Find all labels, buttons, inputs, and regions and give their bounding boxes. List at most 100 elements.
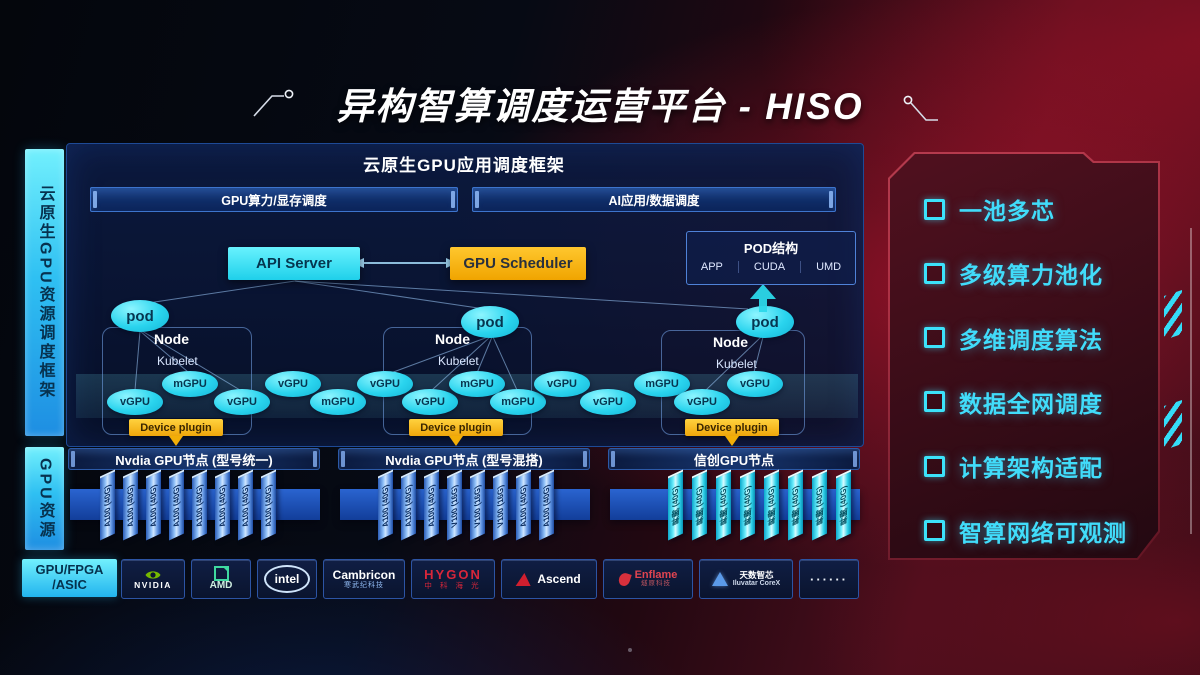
gpu-slice-ellipse[interactable]: vGPU xyxy=(580,389,636,415)
gpu-slice-ellipse[interactable]: vGPU xyxy=(107,389,163,415)
hardware-types-label: GPU/FPGA /ASIC xyxy=(22,559,117,597)
vendor-hygon-name: HYGON xyxy=(424,567,482,583)
feature-checkbox-icon xyxy=(924,327,945,349)
node-label-3: Node xyxy=(713,334,748,350)
vendor-enflame-subtitle: 燧原科技 xyxy=(640,580,671,588)
footer-dot-decor xyxy=(628,648,632,652)
pod-struct-box: POD结构 APP CUDA UMD xyxy=(686,231,856,285)
device-plugin-3[interactable]: Device plugin xyxy=(685,419,779,436)
feature-checkbox-icon xyxy=(924,262,945,284)
amd-arrow-icon xyxy=(213,566,229,582)
vendor-nvidia-name: NVIDIA xyxy=(134,579,172,590)
page-title: 异构智算调度运营平台 - HISO xyxy=(336,86,864,127)
pod-ellipse-1[interactable]: pod xyxy=(111,300,169,332)
hazard-stripe-decor-top xyxy=(1164,290,1182,340)
pod-ellipse-2[interactable]: pod xyxy=(461,306,519,338)
feature-item-6: 智算网络可观测 xyxy=(924,517,1127,546)
feature-label: 数据全网调度 xyxy=(959,390,1103,417)
node-label-2: Node xyxy=(435,331,470,347)
gpu-slice-ellipse[interactable]: vGPU xyxy=(402,389,458,415)
intel-oval-logo: intel xyxy=(264,565,310,593)
gpu-group-header-2: Nvdia GPU节点 (型号混搭) xyxy=(338,448,590,470)
feature-item-1: 一池多芯 xyxy=(924,195,1055,224)
feature-checkbox-icon xyxy=(924,391,945,413)
device-plugin-arrow-1 xyxy=(169,436,183,446)
rail-bottom-label: GPU资源 xyxy=(36,457,54,540)
vendor-iluvatar-subtitle: Iluvatar CoreX xyxy=(732,579,781,587)
edge-line-decor xyxy=(1190,228,1192,534)
device-plugin-arrow-2 xyxy=(449,436,463,446)
pod-up-arrow xyxy=(750,284,776,312)
hazard-stripe-decor-bottom xyxy=(1164,400,1182,450)
vendor-hygon-subtitle: 中 科 海 光 xyxy=(424,580,482,590)
iluvatar-triangle-icon xyxy=(711,572,728,586)
vendor-cambricon-tile: Cambricon 寒武纪科技 xyxy=(323,559,405,599)
feature-item-3: 多维调度算法 xyxy=(924,324,1103,353)
vendor-ascend-tile: Ascend xyxy=(501,559,597,599)
feature-checkbox-icon xyxy=(924,455,945,477)
gpu-slice-ellipse[interactable]: mGPU xyxy=(490,389,546,415)
feature-label: 多维调度算法 xyxy=(959,326,1103,353)
api-server-box[interactable]: API Server xyxy=(228,247,360,280)
feature-item-2: 多级算力池化 xyxy=(924,259,1103,289)
pod-struct-item: UMD xyxy=(800,261,841,273)
circuit-decor-left xyxy=(253,89,294,117)
gpu-slice-ellipse[interactable]: vGPU xyxy=(727,371,783,397)
pod-struct-item: APP xyxy=(700,261,723,273)
enflame-text: Enflame 燧原科技 xyxy=(634,568,678,588)
vendor-amd-tile: AMD xyxy=(191,559,251,599)
feature-item-5: 计算架构适配 xyxy=(924,452,1103,482)
vendor-more-name: ······ xyxy=(810,571,848,587)
gpu-slice-ellipse[interactable]: mGPU xyxy=(634,371,690,397)
rail-cloud-native-gpu-framework: 云原生GPU资源调度框架 xyxy=(25,149,64,436)
gpu-group-header-3: 信创GPU节点 xyxy=(608,448,860,470)
gpu-group-header-1: Nvdia GPU节点 (型号统一) xyxy=(68,448,320,470)
amd-logo: AMD xyxy=(209,566,233,592)
hardware-line1: GPU/FPGA xyxy=(35,562,104,578)
device-plugin-1[interactable]: Device plugin xyxy=(129,419,223,436)
kubelet-label-3: Kubelet xyxy=(716,357,757,371)
pod-struct-item: CUDA xyxy=(737,261,785,273)
pod-ellipse-3[interactable]: pod xyxy=(736,306,794,338)
vendor-cambricon-name: Cambricon xyxy=(332,568,396,583)
gpu-slice-ellipse[interactable]: vGPU xyxy=(674,389,730,415)
kubelet-label-2: Kubelet xyxy=(438,354,479,368)
device-plugin-arrow-3 xyxy=(725,436,739,446)
nvidia-logo: NVIDIA xyxy=(134,569,172,590)
vendor-more-tile: ······ xyxy=(799,559,859,599)
gpu-slice-ellipse[interactable]: vGPU xyxy=(534,371,590,397)
vendor-enflame-name: Enflame xyxy=(634,568,678,581)
circuit-decor-right xyxy=(903,95,938,121)
vendor-hygon-tile: HYGON 中 科 海 光 xyxy=(411,559,495,599)
bar-gpu-compute-scheduling[interactable]: GPU算力/显存调度 xyxy=(90,187,458,212)
vendor-intel-tile: intel xyxy=(257,559,317,599)
gpu-slice-ellipse[interactable]: vGPU xyxy=(265,371,321,397)
vendor-amd-name: AMD xyxy=(209,580,233,592)
pod-struct-title: POD结构 xyxy=(743,241,799,256)
feature-panel-body: 一池多芯多级算力池化 多维调度算法 数据全网调度 计算架构适配 智算网络可观测 xyxy=(890,154,1158,558)
gpu-slice-ellipse[interactable]: vGPU xyxy=(357,371,413,397)
gpu-slice-ellipse[interactable]: mGPU xyxy=(310,389,366,415)
device-plugin-2[interactable]: Device plugin xyxy=(409,419,503,436)
feature-label: 智算网络可观测 xyxy=(959,519,1127,546)
feature-label: 多级算力池化 xyxy=(959,262,1103,289)
framework-header: 云原生GPU应用调度框架 xyxy=(363,156,565,175)
feature-label: 计算架构适配 xyxy=(959,455,1103,482)
node-label-1: Node xyxy=(154,331,189,347)
vendor-nvidia-tile: NVIDIA xyxy=(121,559,185,599)
kubelet-label-1: Kubelet xyxy=(157,354,198,368)
nvidia-eye-icon xyxy=(145,570,161,579)
gpu-slice-ellipse[interactable]: vGPU xyxy=(214,389,270,415)
vendor-iluvatar-tile: 天数智芯 Iluvatar CoreX xyxy=(699,559,793,599)
gpu-scheduler-box[interactable]: GPU Scheduler xyxy=(450,247,586,280)
gpu-slice-ellipse[interactable]: mGPU xyxy=(162,371,218,397)
feature-item-4: 数据全网调度 xyxy=(924,388,1103,417)
feature-panel: 一池多芯多级算力池化 多维调度算法 数据全网调度 计算架构适配 智算网络可观测 xyxy=(888,152,1160,560)
rail-top-label: 云原生GPU资源调度框架 xyxy=(36,185,54,400)
bar-ai-data-scheduling[interactable]: AI应用/数据调度 xyxy=(472,187,836,212)
feature-checkbox-icon xyxy=(924,198,945,220)
vendor-cambricon-subtitle: 寒武纪科技 xyxy=(344,581,384,589)
feature-checkbox-icon xyxy=(924,520,945,541)
vendor-iluvatar-name: 天数智芯 xyxy=(739,569,774,580)
